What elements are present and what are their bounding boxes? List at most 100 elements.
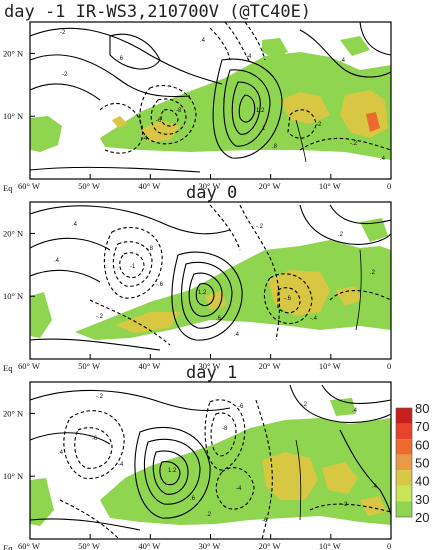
contour-line <box>195 283 215 307</box>
panel-day-minus-1: day -1 IR-WS3,210700V (@TC40E) <box>3 2 392 193</box>
contour-label: .4 <box>200 38 206 44</box>
x-tick-label: 60° W <box>18 541 40 550</box>
x-tick-label: 0 <box>387 361 391 371</box>
shade-region <box>112 116 128 128</box>
contour-line <box>171 251 243 341</box>
contour-label: -2 <box>316 122 322 128</box>
x-tick-label: 10° W <box>319 181 341 191</box>
shaded-field <box>30 36 391 160</box>
shaded-field <box>30 218 391 340</box>
contour-label: .6 <box>216 316 222 322</box>
colorbar: 80 70 60 50 40 30 20 <box>395 401 429 525</box>
shade-region <box>140 120 180 142</box>
contour-line <box>119 252 145 279</box>
contour-label: -8 <box>222 426 228 432</box>
panel-title: day 0 <box>186 183 237 203</box>
contour-label: .4 <box>72 222 78 228</box>
x-tick-label: 50° W <box>78 181 100 191</box>
contour-line <box>59 499 120 539</box>
contour-line <box>63 410 125 480</box>
contours <box>30 204 391 351</box>
contour-line <box>339 429 391 516</box>
contour-line <box>309 503 391 513</box>
x-tick-label: 10° W <box>319 541 341 550</box>
contour-label: .4 <box>58 450 64 456</box>
colorbar-swatch <box>396 501 412 517</box>
colorbar-swatch <box>396 470 412 486</box>
axes: 60° W 50° W 40° W 30° W 20° W 10° W 0 Eq 10° N 20… <box>3 48 392 193</box>
axes: 60° W 50° W 40° W 30° W 20° W 10° W 0 Eq 10° N 20… <box>3 408 392 550</box>
axes: 60° W 50° W 40° W 30° W 20° W 10° W 0 Eq 10° N 20… <box>3 228 392 373</box>
contour-line <box>89 299 171 346</box>
contour-label: -4 <box>236 486 242 492</box>
colorbar-swatch <box>396 408 412 424</box>
contour-line <box>204 399 246 471</box>
contour-label: 1.2 <box>198 290 207 296</box>
contour-label: -6 <box>92 436 98 442</box>
contour-label: .4 <box>340 58 346 64</box>
shade-region <box>30 292 52 338</box>
contour-line <box>355 249 362 331</box>
colorbar-tick-label: 80 <box>415 401 429 416</box>
panel-title: day 1 <box>186 363 237 383</box>
x-tick-label: 40° W <box>138 361 160 371</box>
contour-line <box>223 69 271 147</box>
contour-label: -4 <box>246 54 252 60</box>
x-tick-label: 40° W <box>138 541 160 550</box>
contour-label: -2 <box>62 72 68 78</box>
contour-label: .6 <box>118 56 124 62</box>
contour-line <box>30 338 161 351</box>
x-tick-label: 40° W <box>138 181 160 191</box>
colorbar-swatch <box>396 454 412 471</box>
contour-label: -6 <box>238 404 244 410</box>
contour-line <box>287 109 317 139</box>
contour-labels: .4 .4 -1 -.8 -.6 1.2 .6 .4 -.6 -.4 -.2 .… <box>54 222 376 338</box>
x-tick-label: 10° W <box>319 361 341 371</box>
contour-label: -.2 <box>350 141 358 147</box>
shade-region <box>366 112 380 132</box>
contour-line <box>210 412 237 457</box>
contour-line <box>30 83 101 101</box>
contour-label: 1 <box>262 126 266 132</box>
colorbar-tick-label: 30 <box>415 492 429 507</box>
contour-labels: -.2 .4 -6 -4 1.2 .6 .2 -8 -6 -4 -6 -.2 .… <box>58 394 378 524</box>
shade-region <box>340 36 370 56</box>
y-tick-label: 10° N <box>3 111 23 121</box>
contour-line <box>239 204 280 341</box>
x-tick-label: 60° W <box>18 181 40 191</box>
shade-region <box>115 312 180 333</box>
contour-line <box>329 289 391 301</box>
contour-line <box>295 119 307 163</box>
contour-line <box>30 518 141 531</box>
y-tick-label: 20° N <box>3 48 23 58</box>
contour-label: -.6 <box>156 282 164 288</box>
y-tick-label: Eq <box>3 543 13 550</box>
contour-label: -.2 <box>96 394 104 400</box>
contour-label: -.4 <box>310 316 318 322</box>
contour-label: -8 <box>176 108 182 114</box>
shade-region <box>268 270 330 316</box>
x-tick-label: 30° W <box>199 361 221 371</box>
contour-label: -2 <box>342 502 348 508</box>
colorbar-swatch <box>396 439 412 455</box>
contour-line <box>255 399 273 539</box>
contour-label: -4 <box>142 136 148 142</box>
contour-line <box>231 81 261 135</box>
contour-line <box>103 226 163 299</box>
contour-line <box>144 438 201 505</box>
panel-title: day -1 IR-WS3,210700V (@TC40E) <box>4 2 311 22</box>
colorbar-swatch <box>396 423 412 440</box>
y-tick-label: 10° N <box>3 471 23 481</box>
contour-label: -1 <box>130 264 136 270</box>
contour-line <box>159 461 181 486</box>
contour-line <box>30 27 223 85</box>
colorbar-tick-label: 50 <box>415 456 429 471</box>
contour-label: -.2 <box>256 224 264 230</box>
contour-line <box>299 137 391 151</box>
colorbar-tick-label: 20 <box>415 510 429 525</box>
x-tick-label: 30° W <box>199 181 221 191</box>
shade-region <box>30 116 62 152</box>
contour-line <box>150 98 187 135</box>
contour-line <box>215 467 255 510</box>
